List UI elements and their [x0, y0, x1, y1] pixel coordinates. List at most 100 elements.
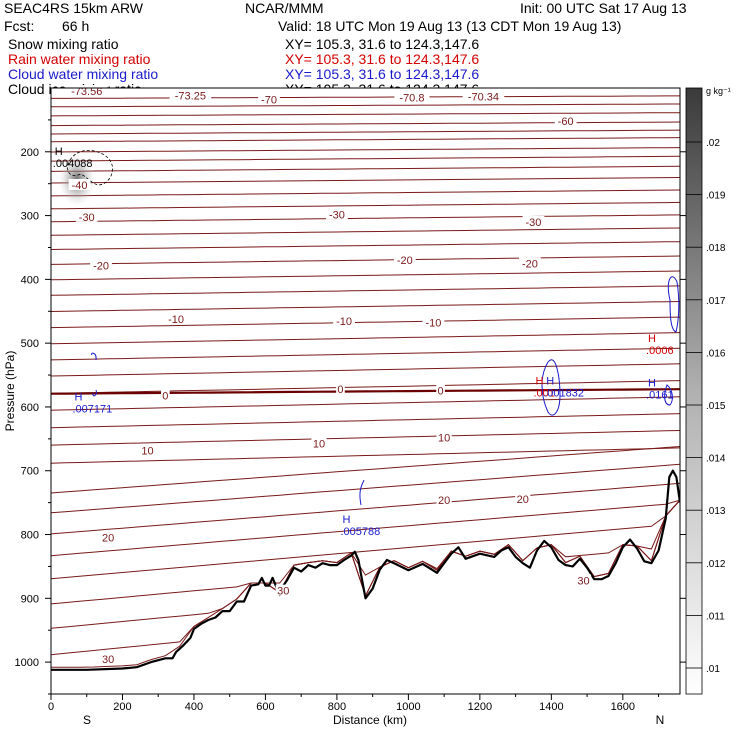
temperature-contour	[51, 227, 680, 236]
model-title: SEAC4RS 15km ARW	[4, 0, 144, 16]
temperature-contour	[51, 446, 680, 494]
colorbar-tick-label: .015	[706, 401, 726, 412]
contour-label: 30	[277, 586, 289, 598]
contour-label: -30	[526, 217, 542, 229]
contour-label: -40	[72, 180, 88, 192]
colorbar-units: g kg⁻¹	[706, 86, 731, 96]
contour-label: -70	[261, 94, 277, 106]
y-tick-label: 400	[21, 274, 39, 286]
maximum-value: .001	[533, 388, 554, 400]
contour-label: -10	[168, 314, 184, 326]
contour-label: -20	[93, 260, 109, 272]
field-cloudwater-name: Cloud water mixing ratio	[8, 66, 159, 82]
maximum-value: .0006	[646, 345, 674, 357]
temperature-contour	[51, 447, 680, 464]
colorbar-ramp	[685, 87, 703, 695]
temperature-contour	[51, 499, 680, 605]
terrain-line	[51, 469, 680, 671]
x-tick-label: 1400	[539, 701, 563, 713]
temperature-contour	[51, 155, 680, 162]
contour-label: 0	[337, 384, 343, 396]
colorbar-tick-label: .014	[706, 454, 726, 465]
x-axis: 0 200 400 600 800 1000 1200 1400 1600	[48, 694, 660, 713]
contour-label-bg	[275, 584, 291, 596]
temperature-contour	[51, 177, 680, 184]
contour-label-bg	[462, 90, 505, 102]
contour-label-bg	[336, 383, 345, 395]
contour-label: 0	[437, 385, 443, 397]
x-tick-label: 800	[328, 701, 346, 713]
y-tick-label: 800	[21, 530, 39, 542]
field-snow-xy: XY= 105.3, 31.6 to 124.3,147.6	[285, 36, 480, 52]
colorbar-tick-label: .012	[706, 559, 726, 570]
temperature-contour	[51, 112, 680, 117]
field-rain-name: Rain water mixing ratio	[8, 51, 151, 67]
colorbar-tick-label: .016	[706, 348, 726, 359]
y-tick-label: 900	[21, 593, 39, 605]
colorbar-tick-label: .02	[706, 138, 720, 149]
temperature-contour	[51, 396, 680, 411]
maximum-mark: H	[546, 376, 554, 388]
x-end-label-north: N	[656, 713, 665, 727]
field-cloudwater-xy: XY= 105.3, 31.6 to 124.3,147.6	[285, 66, 480, 82]
x-tick-label: 400	[185, 701, 203, 713]
contour-label-bg	[436, 494, 452, 506]
maximum-mark: H	[535, 376, 543, 388]
maximum-mark: H	[648, 378, 656, 390]
y-axis-label: Pressure (hPa)	[3, 351, 17, 432]
contour-label-bg	[165, 312, 187, 324]
maximum-mark: H	[55, 146, 63, 158]
terrain-profile	[51, 469, 680, 671]
colorbar-tick-label: .018	[706, 243, 726, 254]
temperature-contour	[51, 463, 680, 514]
maximum-mark: H	[74, 392, 82, 404]
y-tick-label: 200	[21, 147, 39, 159]
y-tick-label: 600	[21, 402, 39, 414]
temperature-contour	[51, 95, 680, 99]
contour-label-bg	[100, 531, 116, 543]
colorbar-tick-label: .01	[706, 664, 720, 675]
contour-labels: -73.56 -73.25 -70 -70.8 -70.34 -60 -40 -30 -30 -3…	[65, 85, 592, 666]
contour-label: -20	[397, 255, 413, 267]
snow-contour	[67, 149, 113, 186]
contour-label-bg	[394, 91, 430, 103]
temperature-contour	[51, 165, 680, 172]
contour-label: -73.25	[175, 91, 206, 103]
contour-label: 20	[102, 533, 114, 545]
x-tick-label: 1000	[396, 701, 420, 713]
contour-label: 10	[141, 445, 153, 457]
x-tick-label: 600	[256, 701, 274, 713]
temperature-contour-lines	[51, 95, 680, 668]
contour-label-bg	[326, 208, 348, 220]
contour-label-bg	[139, 444, 156, 456]
colorbar-ticks: .02 .019 .018 .017 .016 .015 .014 .013 .012 .011.…	[686, 138, 726, 675]
contour-label: 10	[438, 433, 450, 445]
x-tick-label: 200	[113, 701, 131, 713]
maximum-value: .005788	[340, 526, 380, 538]
contour-label-bg	[333, 314, 355, 326]
contour-label-bg	[518, 257, 541, 269]
forecast-hours: 66 h	[62, 18, 90, 34]
maximum-value: .007171	[72, 404, 112, 416]
x-end-label-south: S	[83, 713, 91, 727]
field-snow-name: Snow mixing ratio	[8, 36, 119, 52]
y-tick-label: 1000	[15, 657, 39, 669]
temperature-contour	[51, 129, 680, 135]
contour-label: -70.34	[468, 91, 499, 103]
colorbar: .02 .019 .018 .017 .016 .015 .014 .013 .012 .011.…	[685, 86, 731, 695]
temperature-contour	[51, 270, 680, 281]
freezing-level-contour	[51, 388, 680, 395]
maximum-mark: H	[648, 333, 656, 345]
cloud-water-contour-east1	[541, 359, 561, 416]
temperature-contour	[51, 103, 680, 108]
contour-label-bg	[436, 431, 452, 443]
maxima-labels: H.004088H.007171H.005788H.001H.001832H.0…	[53, 146, 674, 538]
contour-label: 30	[102, 654, 114, 666]
contour-label: -30	[329, 209, 345, 221]
temperature-contour	[51, 137, 680, 143]
contour-label: 10	[313, 438, 325, 450]
contour-label: 20	[517, 494, 529, 506]
contour-label: -73.56	[71, 86, 102, 98]
contour-label: 0	[162, 390, 168, 402]
